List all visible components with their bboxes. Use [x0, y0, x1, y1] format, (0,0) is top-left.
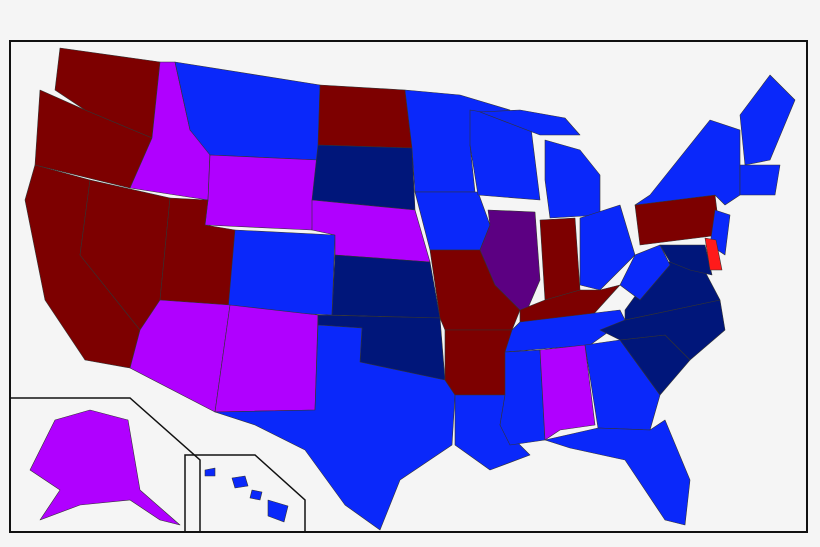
state [204, 154, 319, 231]
state [479, 209, 541, 316]
state [249, 489, 263, 501]
state [584, 339, 661, 431]
state [544, 419, 691, 526]
state [579, 204, 636, 291]
state [619, 244, 671, 301]
state [317, 84, 413, 149]
state [227, 229, 336, 316]
state [499, 349, 546, 446]
state [231, 475, 249, 489]
state [704, 237, 723, 271]
state [444, 329, 513, 396]
state [331, 254, 441, 319]
inset-border [10, 397, 201, 532]
states [24, 47, 796, 531]
state [29, 409, 181, 526]
map-frame [9, 40, 808, 533]
state [539, 217, 581, 301]
inset-border [184, 454, 306, 532]
state [539, 344, 596, 441]
state [129, 299, 231, 413]
state [739, 164, 781, 196]
state [214, 324, 456, 531]
state [634, 119, 741, 206]
state [214, 304, 319, 413]
state [267, 499, 289, 523]
state [479, 109, 581, 136]
state [311, 144, 416, 211]
state [204, 467, 216, 477]
state [659, 244, 713, 276]
state [739, 74, 796, 166]
